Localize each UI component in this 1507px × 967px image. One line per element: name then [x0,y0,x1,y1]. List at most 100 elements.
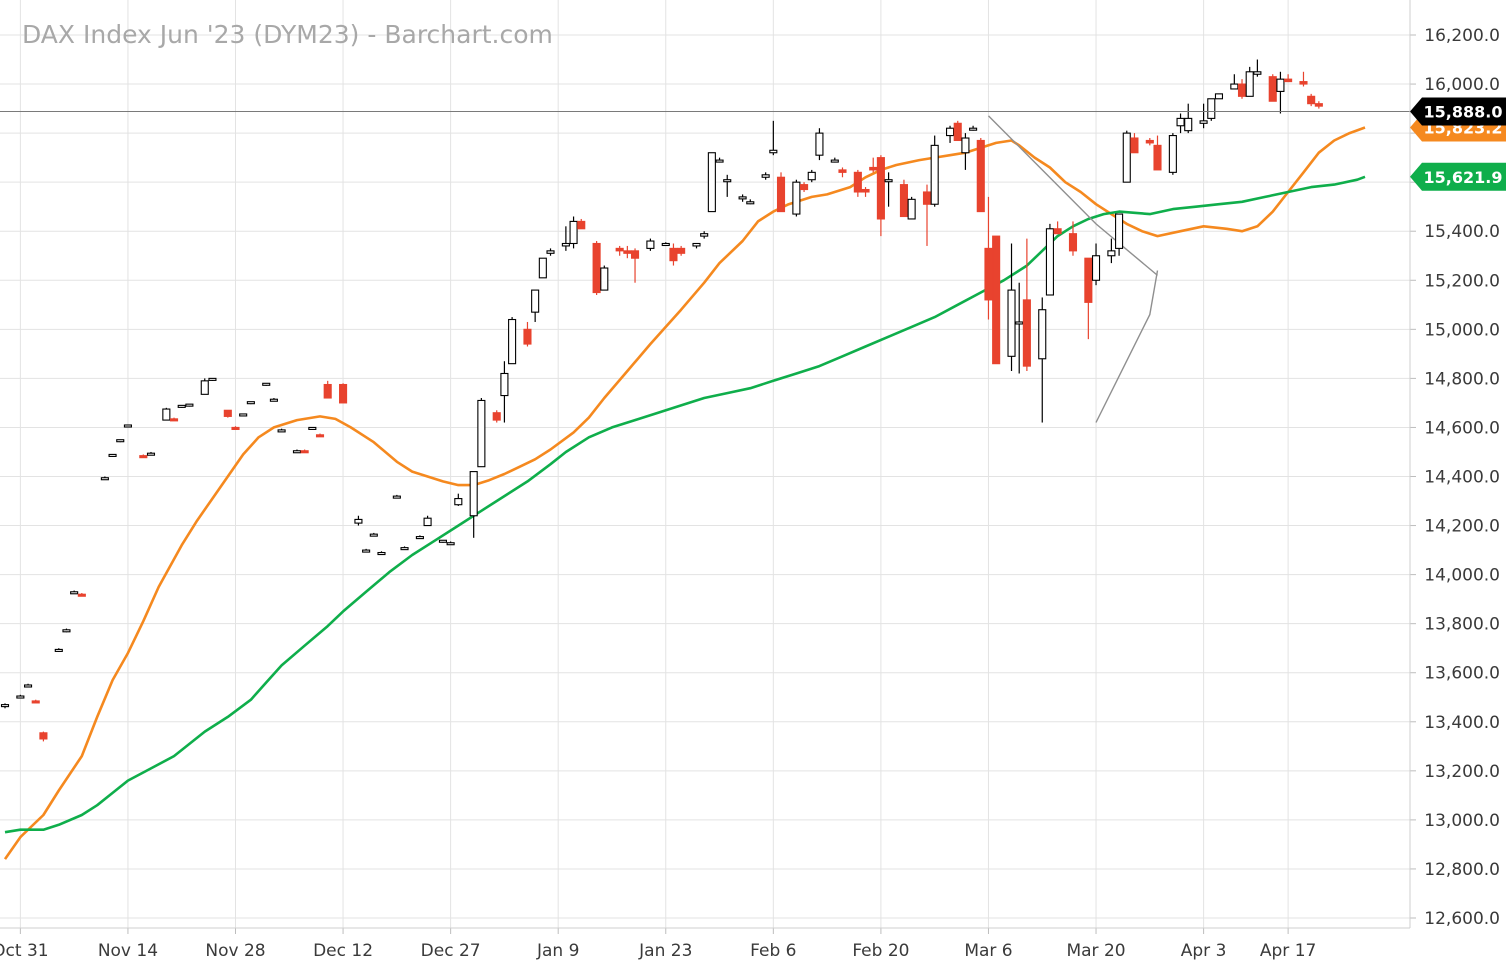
candle [700,231,709,239]
candle [31,699,40,704]
x-tick-label: Apr 3 [1181,941,1227,961]
candle-body [531,289,540,313]
last-price-badge-label: 15,888.0 [1424,103,1503,122]
candle [262,382,271,386]
candles [0,59,1323,742]
y-tick-label: 13,200.0 [1424,762,1500,782]
candle [1299,71,1308,87]
x-tick-label: Mar 6 [964,941,1012,961]
candle [961,133,970,170]
candle-body [838,169,847,173]
candle-body [70,591,79,595]
candle [369,532,378,537]
candle-body [277,429,286,433]
candle [1122,130,1131,183]
trendline-1 [988,115,1158,276]
price-badges: 15,823.215,621.915,888.0 [1410,97,1506,191]
y-tick-label: 14,600.0 [1424,418,1500,438]
candle-body [23,684,33,688]
candle-body [369,533,378,537]
x-tick-label: Apr 17 [1260,941,1316,961]
candle-body [169,418,179,422]
trendlines [988,115,1159,423]
candle-body [861,188,870,193]
candle [39,731,48,742]
candle [169,417,179,422]
candle-body [415,536,424,540]
candle-body [492,412,501,421]
candle [792,179,801,217]
candle-body [1068,233,1078,252]
candle-body [1130,137,1139,154]
candle-body [208,377,217,381]
candle-body [1284,78,1293,83]
candle [123,424,132,428]
x-tick-label: Dec 12 [313,941,373,961]
candle [623,245,632,259]
candle-body [561,242,570,247]
candle-body [423,517,432,527]
candle [1268,74,1277,102]
candle-body [1214,93,1224,100]
candle [569,216,578,249]
candle-body [769,149,778,154]
candle [508,317,517,365]
candle-body [700,233,709,237]
candle-body [400,547,409,551]
candle [761,172,770,180]
candle [922,184,932,246]
candle [1276,71,1285,114]
y-tick-label: 16,000.0 [1424,75,1500,95]
x-tick-label: Feb 6 [750,941,796,961]
candle [1245,66,1254,97]
candle [62,628,71,633]
candle-body [77,593,86,597]
candle-body [600,267,609,291]
chart-title: DAX Index Jun '23 (DYM23) - Barchart.com [22,20,553,49]
candle-body [669,247,678,262]
candle [1153,135,1162,171]
x-tick-label: Mar 20 [1066,941,1125,961]
candle [561,226,570,251]
candle-body [1091,255,1101,281]
candle [692,242,701,249]
x-tick-label: Nov 28 [205,941,265,961]
candle [292,449,302,454]
candle-body [508,318,517,365]
candle [339,383,348,404]
candle [1199,103,1208,129]
candle [415,535,424,540]
candle [1091,243,1101,286]
candle [1176,113,1185,134]
candle [16,694,25,699]
candle-body [100,477,109,481]
candle-body [0,704,10,708]
candle [492,410,501,423]
candle [23,683,33,688]
candle [1084,257,1093,340]
candle-body [992,235,1001,365]
candle [615,245,624,256]
candle-body [630,250,640,259]
candle [838,167,847,178]
candle-body [323,383,332,399]
candle-body [308,426,317,430]
candle [1207,98,1216,121]
y-tick-label: 15,400.0 [1424,222,1500,242]
candle-body [907,198,916,220]
candle [907,196,916,220]
candle [1007,243,1016,372]
candle [246,401,255,405]
candle [592,241,601,295]
candle-body [469,471,478,517]
candle-body [454,498,463,506]
y-tick-label: 13,000.0 [1424,811,1500,831]
candle-body [615,247,624,252]
candle [1284,74,1293,83]
moving-average-line-1 [3,126,1366,860]
candle-body [1053,228,1062,235]
candle-body [1022,299,1031,367]
y-tick-label: 12,800.0 [1424,860,1500,880]
candle [500,361,509,423]
